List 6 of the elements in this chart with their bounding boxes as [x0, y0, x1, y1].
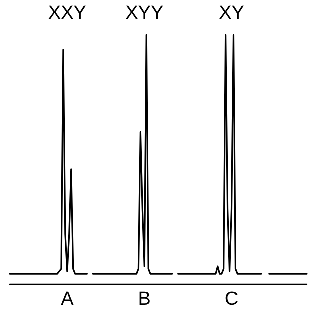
- x-tick-label: A: [61, 289, 74, 310]
- text: XXY: [48, 3, 87, 24]
- text: XY: [219, 3, 245, 24]
- text: XYY: [126, 3, 164, 24]
- x-tick-label: C: [224, 289, 239, 310]
- x-tick-label: B: [138, 289, 151, 310]
